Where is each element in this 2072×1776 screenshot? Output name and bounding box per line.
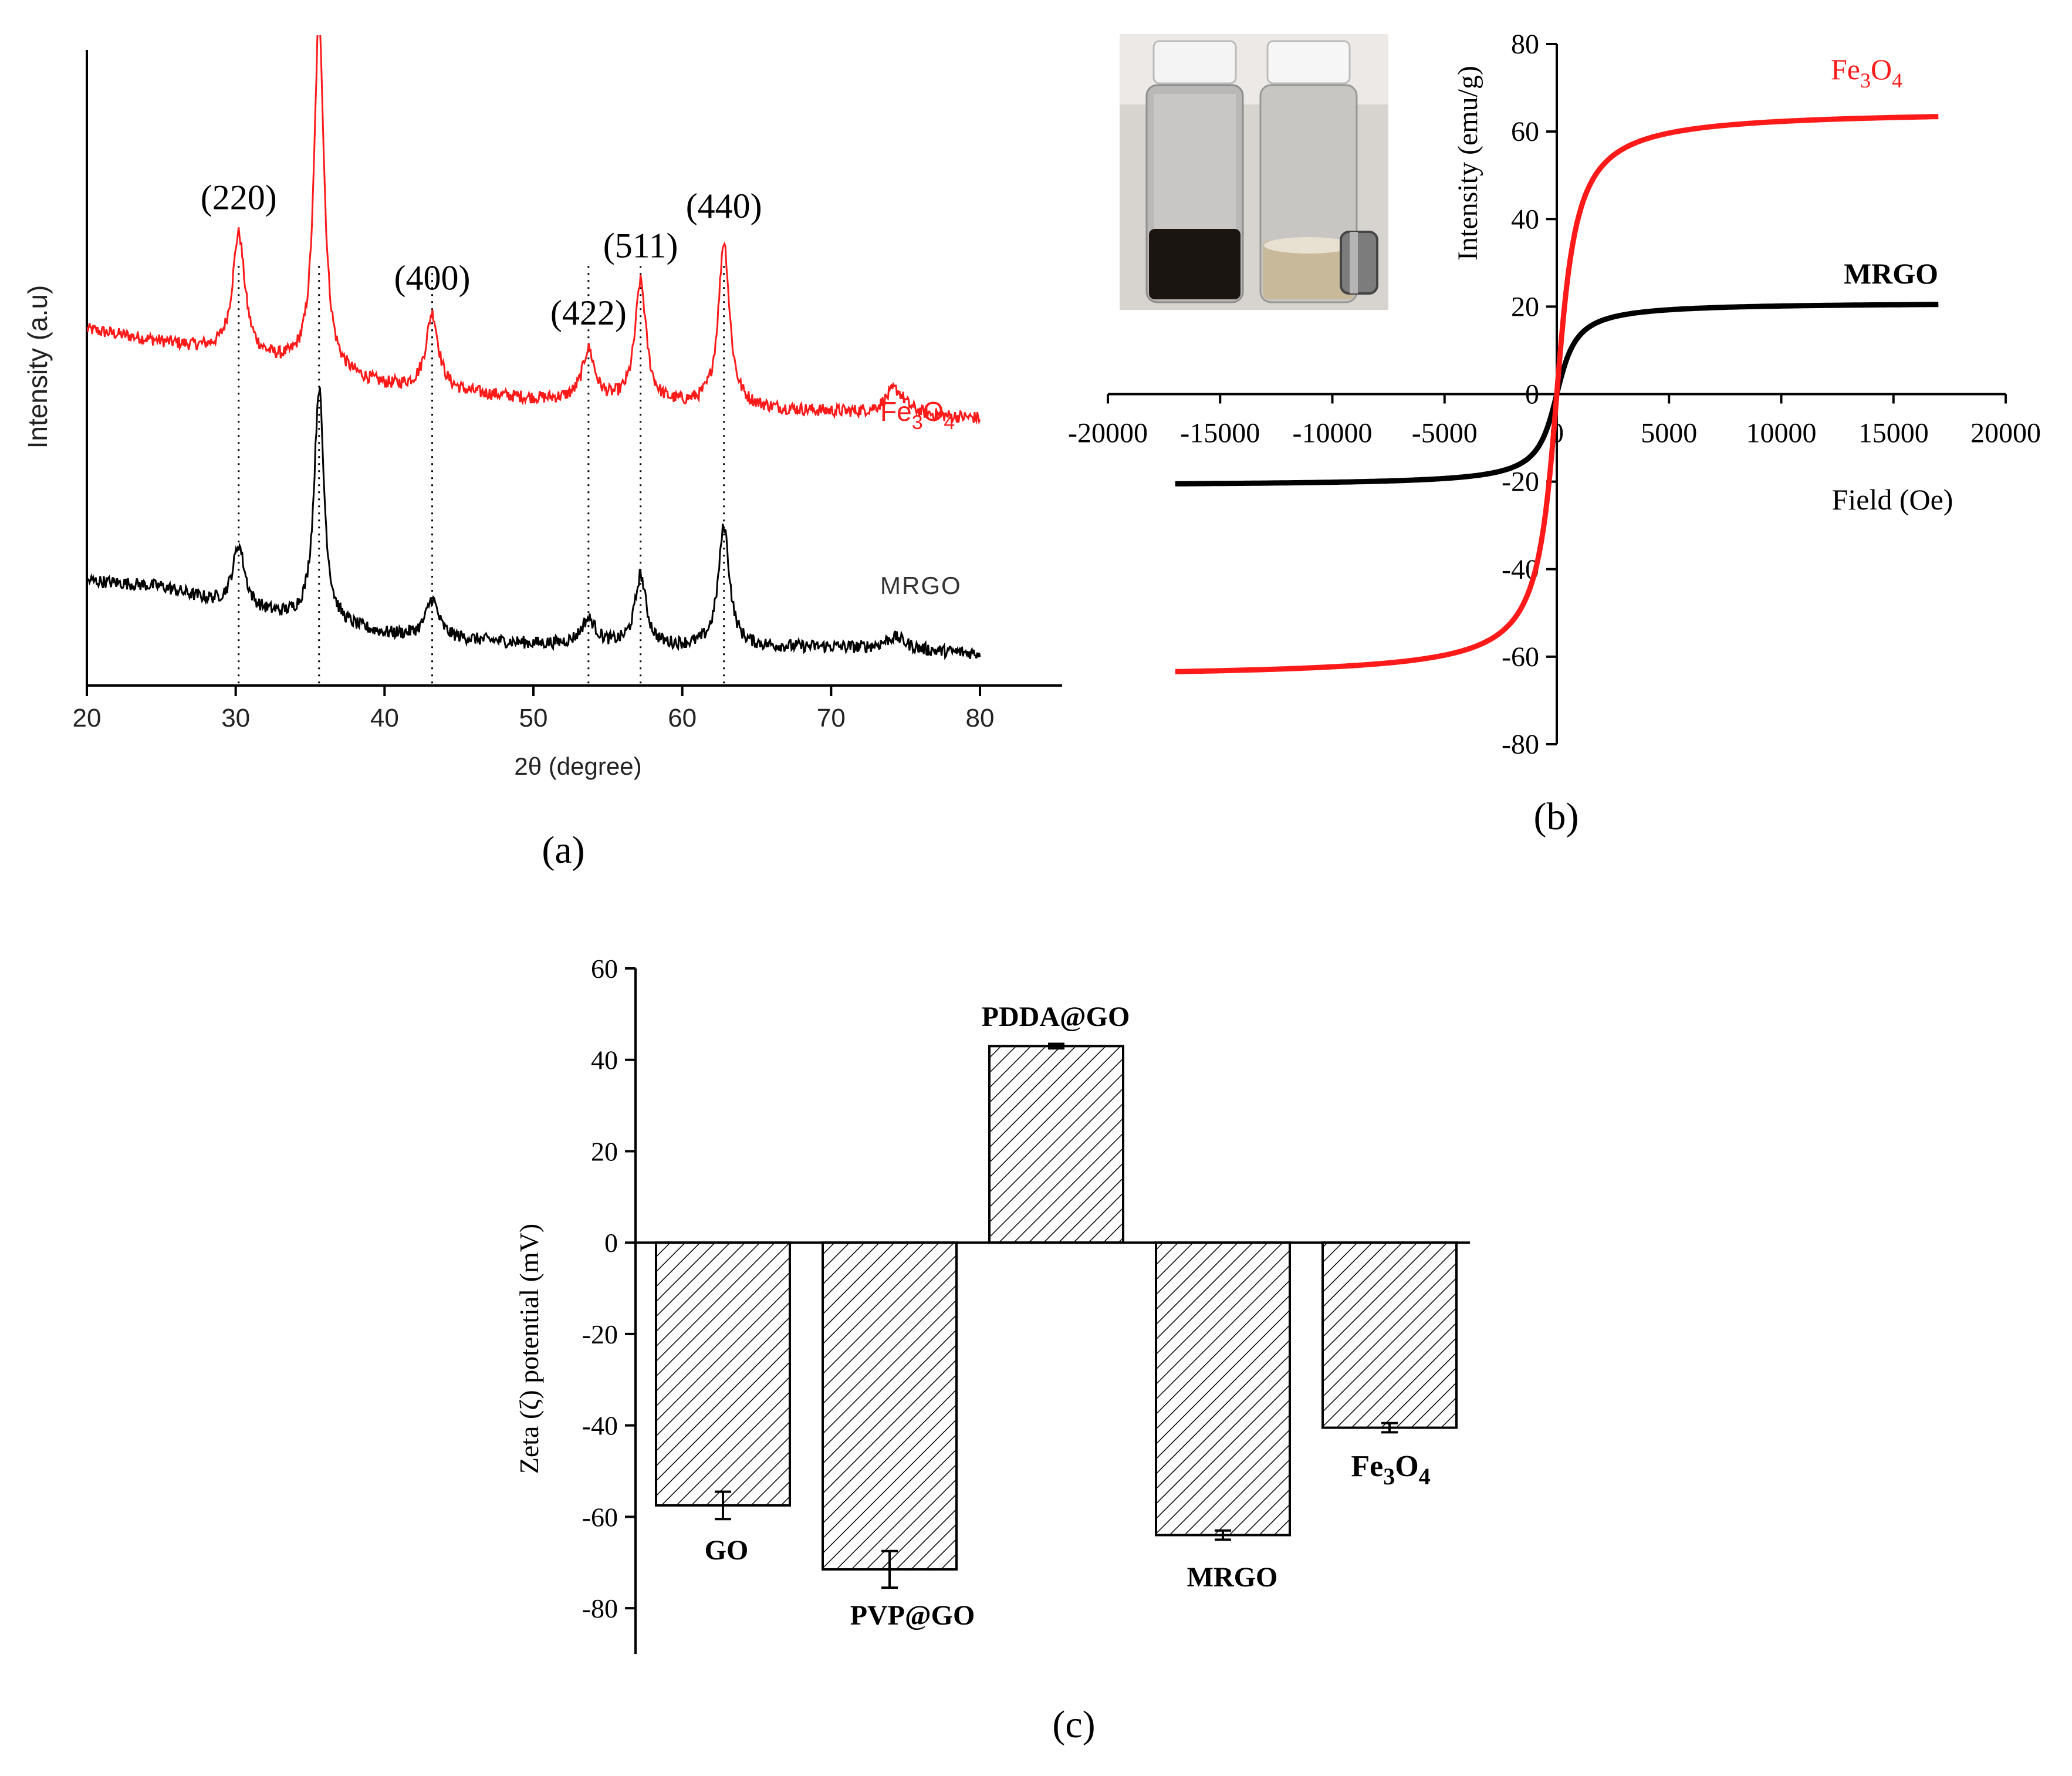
zeta-y-tick-label: -20 [582, 1319, 618, 1349]
mag-y-tick-label: 40 [1511, 204, 1539, 235]
bar-label-pvp-go: PVP@GO [850, 1600, 975, 1631]
zeta-y-tick-label: -80 [582, 1593, 618, 1623]
mag-x-tick-label: -15000 [1180, 418, 1260, 449]
mag-x-tick-label: 10000 [1746, 418, 1817, 449]
xrd-peak-label: (511) [603, 227, 678, 265]
xrd-x-tick-label: 70 [817, 704, 846, 732]
bar-label-fe3o4: Fe3O4 [1351, 1450, 1430, 1490]
xrd-x-label: 2θ (degree) [514, 752, 641, 780]
xrd-peak-labels: (220)(311)(400)(422)(511)(440) [201, 178, 762, 332]
xrd-series-mrgo [87, 387, 981, 661]
panel-label-c: (c) [1052, 1703, 1095, 1746]
xrd-y-label: Intensity (a.u) [22, 285, 53, 449]
xrd-series-fe3o4 [87, 35, 981, 425]
xrd-peak-label: (422) [550, 293, 627, 332]
xrd-series-label-fe3o4: Fe3O4 [880, 396, 955, 434]
zeta-bar-chart: -80 -60 -40 -20 0 20 40 60 GO PVP@GO PDDA@GO MR… [514, 954, 1470, 1746]
xrd-x-tick-label: 30 [221, 704, 250, 732]
zeta-bar [655, 1241, 791, 1507]
xrd-peak-label: (220) [201, 178, 277, 217]
xrd-peak-label: (400) [394, 258, 471, 297]
xrd-x-tick-label: 20 [73, 704, 102, 732]
xrd-x-tick-label: 40 [370, 704, 399, 732]
vial-photo-inset [1120, 34, 1388, 310]
zeta-bar [1155, 1241, 1291, 1537]
bar-label-go: GO [705, 1535, 749, 1566]
mag-x-tick-label: 5000 [1641, 418, 1697, 449]
xrd-series-label-mrgo: MRGO [880, 572, 962, 599]
mag-series-label-fe3o4: Fe3O4 [1831, 53, 1902, 92]
zeta-y-tick-label: 0 [604, 1228, 618, 1258]
xrd-peak-label: (440) [686, 187, 762, 225]
bar-label-pdda-go: PDDA@GO [982, 1001, 1130, 1032]
xrd-x-tick-label: 80 [966, 704, 995, 732]
xrd-x-ticks: 20 30 40 50 60 70 80 [73, 686, 995, 732]
mag-x-tick-label: -5000 [1412, 418, 1478, 449]
zeta-y-tick-label: 20 [591, 1136, 618, 1166]
zeta-bar [1321, 1241, 1458, 1429]
mag-x-label: Field (Oe) [1832, 483, 1953, 516]
magnetization-chart: -20000-15000-10000-500005000100001500020… [1068, 29, 2041, 838]
mag-series-fe3o4 [1175, 114, 1939, 674]
mag-x-tick-label: 20000 [1970, 418, 2041, 449]
panel-label-b: (b) [1534, 795, 1579, 838]
xrd-x-tick-label: 60 [668, 704, 697, 732]
zeta-y-tick-label: 60 [591, 954, 618, 984]
bar-label-mrgo: MRGO [1187, 1562, 1278, 1593]
mag-x-tick-label: 15000 [1858, 418, 1929, 449]
zeta-y-label: Zeta (ζ) potential (mV) [514, 1224, 544, 1474]
mag-y-tick-label: 80 [1511, 29, 1539, 60]
mag-x-tick-label: -20000 [1068, 418, 1148, 449]
panel-label-a: (a) [542, 829, 584, 872]
xrd-x-tick-label: 50 [519, 704, 548, 732]
zeta-y-ticks: -80 -60 -40 -20 0 20 40 60 [582, 954, 636, 1623]
zeta-bar [822, 1241, 958, 1571]
zeta-bars [655, 1042, 1458, 1589]
mag-axis-ticks: -20000-15000-10000-500005000100001500020… [1068, 29, 2041, 760]
zeta-bar [988, 1045, 1124, 1244]
mag-y-tick-label: -80 [1502, 729, 1539, 760]
zeta-y-tick-label: 40 [591, 1045, 618, 1075]
zeta-y-tick-label: -60 [582, 1502, 618, 1532]
mag-x-tick-label: -10000 [1293, 418, 1373, 449]
mag-series-label-mrgo: MRGO [1844, 257, 1938, 290]
zeta-y-tick-label: -40 [582, 1411, 618, 1441]
mag-y-tick-label: 60 [1511, 116, 1539, 147]
mag-y-label: Intensity (emu/g) [1452, 66, 1483, 261]
mag-y-tick-label: 20 [1511, 291, 1539, 322]
mag-y-tick-label: -60 [1502, 641, 1539, 673]
